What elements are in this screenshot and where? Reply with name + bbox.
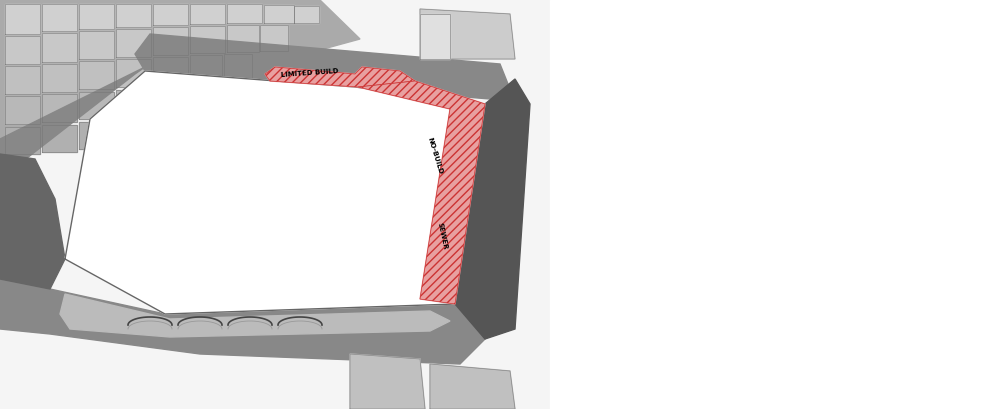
Polygon shape [0, 154, 65, 289]
Polygon shape [190, 4, 225, 24]
Polygon shape [5, 36, 40, 64]
Polygon shape [153, 57, 188, 85]
Polygon shape [224, 54, 252, 82]
Polygon shape [153, 4, 188, 25]
Polygon shape [79, 122, 114, 149]
Text: SEWER: SEWER [436, 222, 448, 250]
Polygon shape [42, 94, 77, 122]
Polygon shape [42, 33, 77, 62]
Polygon shape [260, 25, 288, 51]
Polygon shape [5, 66, 40, 94]
Polygon shape [294, 6, 319, 23]
Polygon shape [42, 125, 77, 152]
Polygon shape [455, 79, 530, 339]
Polygon shape [135, 34, 510, 99]
Polygon shape [358, 81, 485, 304]
Polygon shape [350, 354, 425, 409]
Polygon shape [264, 5, 294, 23]
Polygon shape [116, 90, 151, 117]
Polygon shape [153, 27, 188, 55]
Polygon shape [227, 25, 259, 52]
Polygon shape [5, 127, 40, 154]
Polygon shape [116, 59, 151, 87]
Polygon shape [420, 9, 515, 59]
Text: area, including sewer: area, including sewer [555, 141, 832, 167]
Text: easement and rights of access: easement and rights of access [555, 209, 951, 235]
Polygon shape [42, 64, 77, 92]
Text: Limitations on developable: Limitations on developable [555, 74, 904, 100]
Polygon shape [60, 294, 450, 337]
Polygon shape [0, 67, 145, 179]
Polygon shape [0, 0, 550, 409]
Polygon shape [265, 67, 415, 87]
Text: Retain access to care home: Retain access to care home [555, 254, 912, 280]
Polygon shape [430, 364, 515, 409]
Polygon shape [65, 71, 485, 314]
Polygon shape [116, 120, 151, 147]
Text: LIMITED BUILD: LIMITED BUILD [281, 68, 339, 78]
Polygon shape [5, 4, 40, 34]
Polygon shape [153, 118, 185, 145]
Polygon shape [153, 88, 186, 115]
Polygon shape [79, 92, 114, 119]
Polygon shape [79, 4, 114, 29]
Polygon shape [190, 55, 222, 83]
Polygon shape [79, 31, 114, 59]
Polygon shape [227, 4, 262, 23]
Polygon shape [42, 4, 77, 31]
Polygon shape [550, 0, 1000, 409]
Polygon shape [116, 29, 151, 57]
Polygon shape [5, 96, 40, 124]
Polygon shape [0, 279, 485, 364]
Polygon shape [358, 81, 485, 304]
Polygon shape [0, 0, 360, 149]
Polygon shape [265, 67, 415, 87]
Text: NO-BUILD: NO-BUILD [427, 137, 443, 175]
Polygon shape [420, 14, 450, 59]
Polygon shape [116, 4, 151, 27]
Polygon shape [190, 26, 225, 53]
Polygon shape [79, 61, 114, 89]
Polygon shape [188, 86, 218, 113]
